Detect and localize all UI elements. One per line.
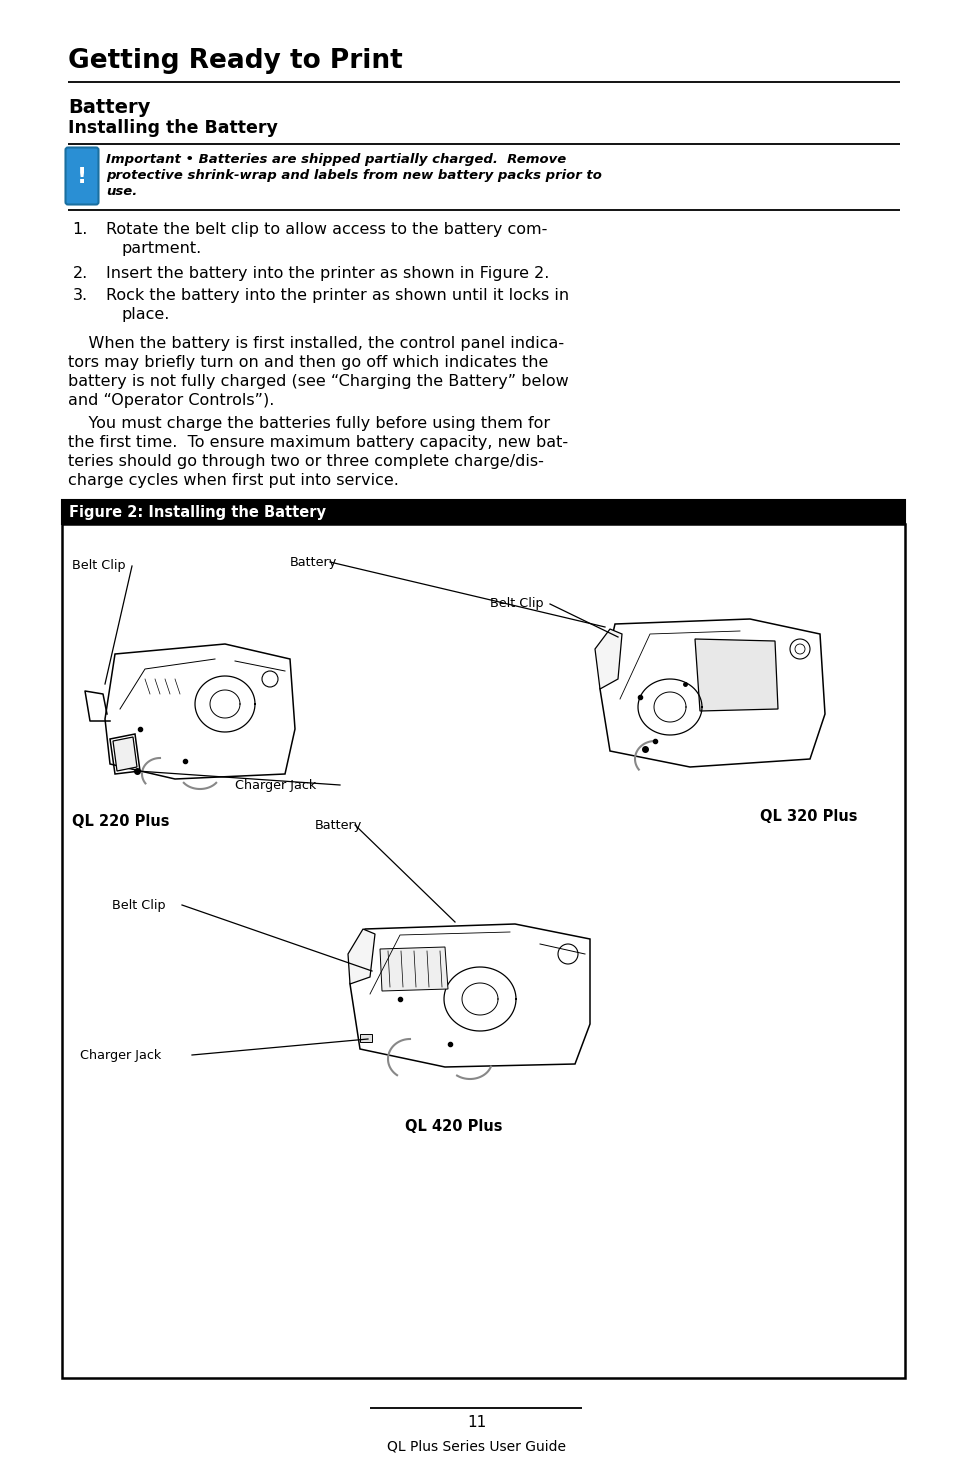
Text: Charger Jack: Charger Jack	[80, 1049, 161, 1062]
Polygon shape	[695, 639, 778, 711]
Text: When the battery is first installed, the control panel indica-: When the battery is first installed, the…	[68, 336, 563, 351]
Text: Battery: Battery	[290, 556, 337, 569]
Text: Figure 2: Installing the Battery: Figure 2: Installing the Battery	[69, 504, 326, 519]
Text: Belt Clip: Belt Clip	[71, 559, 126, 572]
Text: Installing the Battery: Installing the Battery	[68, 119, 277, 137]
Text: Important • Batteries are shipped partially charged.  Remove: Important • Batteries are shipped partia…	[106, 153, 566, 167]
Text: QL 220 Plus: QL 220 Plus	[71, 814, 170, 829]
Bar	[62, 524, 904, 1378]
Text: place.: place.	[122, 307, 171, 322]
Text: partment.: partment.	[122, 240, 202, 257]
Text: Getting Ready to Print: Getting Ready to Print	[68, 49, 402, 74]
Text: Belt Clip: Belt Clip	[112, 898, 166, 912]
Text: QL Plus Series User Guide: QL Plus Series User Guide	[387, 1440, 566, 1454]
Text: QL 320 Plus: QL 320 Plus	[760, 808, 857, 825]
Polygon shape	[348, 929, 375, 984]
Text: Battery: Battery	[68, 97, 151, 117]
Bar	[62, 500, 904, 524]
FancyBboxPatch shape	[66, 148, 98, 205]
Text: 1.: 1.	[72, 223, 88, 237]
Text: 2.: 2.	[72, 266, 88, 282]
Text: tors may briefly turn on and then go off which indicates the: tors may briefly turn on and then go off…	[68, 355, 548, 370]
Polygon shape	[379, 947, 448, 991]
Text: Battery: Battery	[314, 819, 362, 832]
Text: teries should go through two or three complete charge/dis-: teries should go through two or three co…	[68, 454, 543, 469]
Text: charge cycles when first put into service.: charge cycles when first put into servic…	[68, 473, 398, 488]
Text: Charger Jack: Charger Jack	[234, 779, 315, 792]
Text: You must charge the batteries fully before using them for: You must charge the batteries fully befo…	[68, 416, 550, 431]
Text: 11: 11	[467, 1415, 486, 1429]
Text: QL 420 Plus: QL 420 Plus	[405, 1120, 502, 1134]
Text: !: !	[77, 167, 87, 187]
Polygon shape	[112, 738, 137, 771]
Polygon shape	[595, 628, 621, 689]
Text: Insert the battery into the printer as shown in Figure 2.: Insert the battery into the printer as s…	[106, 266, 549, 282]
Text: Belt Clip: Belt Clip	[490, 597, 543, 611]
Text: 3.: 3.	[72, 288, 88, 302]
Text: protective shrink-wrap and labels from new battery packs prior to: protective shrink-wrap and labels from n…	[106, 170, 601, 181]
Text: Rock the battery into the printer as shown until it locks in: Rock the battery into the printer as sho…	[106, 288, 569, 302]
Text: Rotate the belt clip to allow access to the battery com-: Rotate the belt clip to allow access to …	[106, 223, 547, 237]
Bar	[359, 1034, 372, 1041]
Text: and “Operator Controls”).: and “Operator Controls”).	[68, 392, 274, 409]
Text: use.: use.	[106, 184, 137, 198]
Text: the first time.  To ensure maximum battery capacity, new bat-: the first time. To ensure maximum batter…	[68, 435, 568, 450]
Text: battery is not fully charged (see “Charging the Battery” below: battery is not fully charged (see “Charg…	[68, 375, 568, 389]
